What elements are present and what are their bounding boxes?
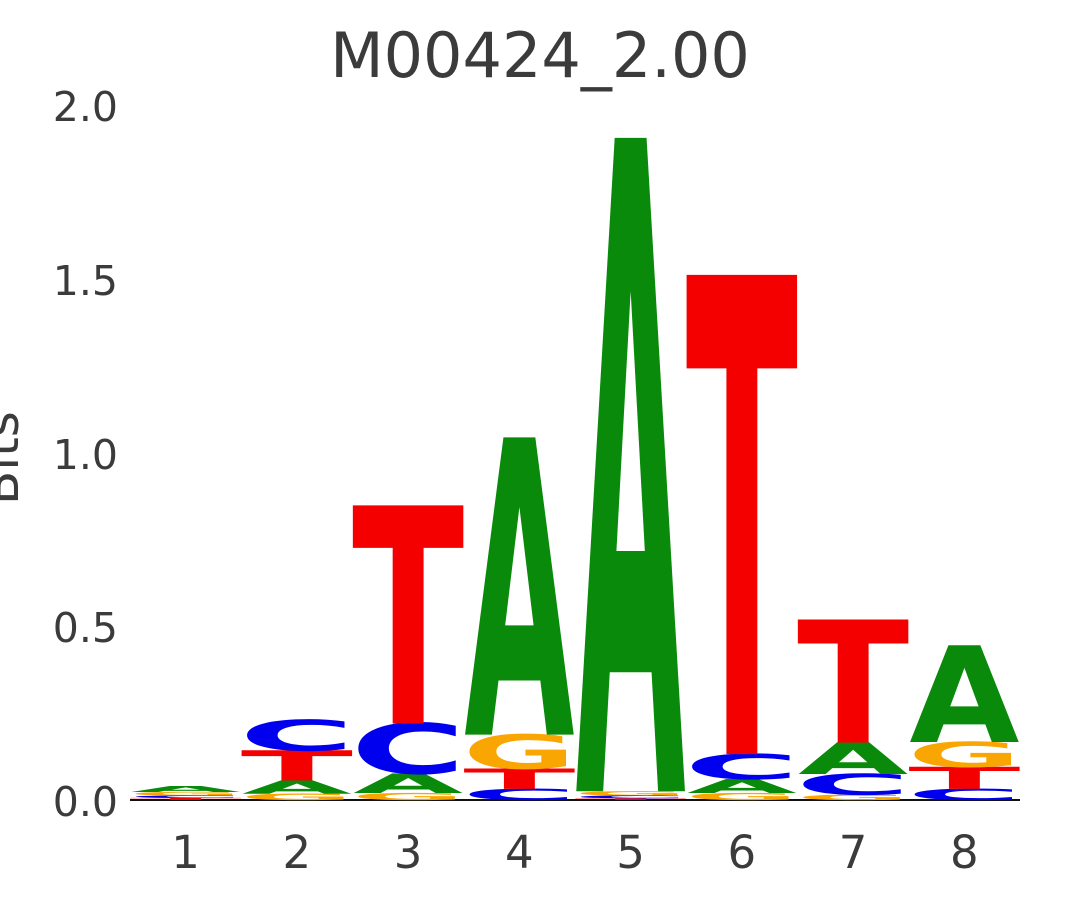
logo-letter-A: A: [687, 775, 798, 797]
logo-letter-A: A: [798, 733, 908, 784]
x-tick-label: 6: [727, 826, 757, 879]
logo-letter-C: C: [350, 709, 465, 790]
logo-letter-T: T: [130, 797, 242, 800]
logo-letter-T: T: [241, 742, 353, 790]
y-tick-label: 2.0: [52, 83, 118, 131]
logo-letter-G: G: [463, 725, 577, 780]
logo-letter-C: C: [239, 712, 354, 761]
chart-title: M00424_2.00: [330, 19, 750, 92]
logo-letter-G: G: [796, 793, 910, 801]
logo-letter-C: C: [573, 795, 688, 799]
logo-letter-C: C: [684, 747, 799, 788]
logo-letter-G: G: [129, 791, 243, 797]
x-tick-label: 5: [616, 826, 645, 879]
y-tick-label: 0.5: [52, 604, 118, 653]
y-tick-label: 1.5: [52, 256, 118, 305]
x-tick-label: 2: [282, 826, 312, 879]
logo-letter-G: G: [908, 735, 1022, 776]
logo-letter-T: T: [575, 798, 687, 801]
logo-letter-T: T: [908, 761, 1021, 796]
logo-letter-A: A: [576, 0, 687, 900]
logo-letter-C: C: [907, 786, 1022, 804]
x-tick-label: 1: [171, 826, 200, 879]
logo-letter-A: A: [131, 784, 241, 794]
logo-letter-G: G: [240, 792, 354, 802]
logo-letter-T: T: [797, 587, 909, 784]
logo-letter-C: C: [128, 795, 243, 799]
logo-letter-G: G: [351, 791, 465, 802]
logo-letter-T: T: [686, 145, 799, 900]
y-tick-label: 0.0: [52, 778, 118, 826]
y-tick-label: 1.0: [52, 430, 118, 479]
x-tick-label: 3: [393, 826, 423, 879]
logo-letter-A: A: [242, 777, 352, 798]
logo-letter-A: A: [353, 768, 463, 799]
logo-letter-A: A: [464, 358, 575, 832]
logo-letter-G: G: [685, 791, 799, 802]
logo-letter-C: C: [462, 786, 577, 804]
logo-letter-T: T: [352, 446, 464, 794]
x-tick-label: 8: [950, 826, 979, 879]
logo-letter-G: G: [574, 790, 688, 797]
logo-letter-A: A: [909, 619, 1019, 773]
x-tick-label: 7: [838, 826, 868, 879]
logo-letter-T: T: [463, 763, 575, 796]
x-tick-label: 4: [505, 826, 534, 879]
logo-letter-C: C: [795, 768, 910, 802]
